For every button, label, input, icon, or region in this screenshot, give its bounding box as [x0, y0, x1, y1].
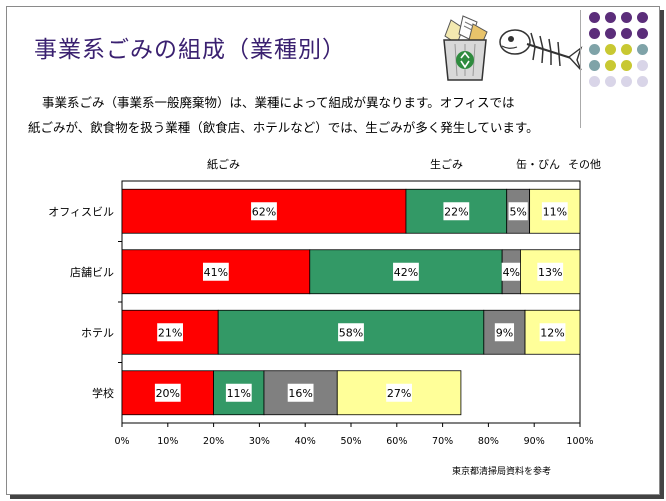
- decoration-dot: [637, 60, 648, 71]
- data-label: 21%: [158, 326, 182, 339]
- decoration-dot: [637, 12, 648, 23]
- decoration-dot: [605, 12, 616, 23]
- source-note: 東京都清掃局資料を参考: [452, 467, 552, 477]
- decoration-dot: [589, 60, 600, 71]
- data-label-box: [154, 383, 181, 402]
- bar-segment: [121, 188, 407, 234]
- x-tick-label: 20%: [203, 436, 224, 447]
- legend-entry: 缶・びん: [516, 158, 560, 171]
- data-label: 4%: [503, 266, 520, 279]
- legend-entry: その他: [568, 158, 601, 171]
- data-label: 12%: [540, 326, 564, 339]
- data-label-box: [443, 202, 470, 221]
- x-tick-label: 10%: [157, 436, 178, 447]
- x-tick-label: 50%: [340, 436, 361, 447]
- fish-bone-icon: [499, 29, 583, 71]
- data-label-box: [541, 202, 568, 221]
- divider-line: [580, 10, 581, 128]
- data-label-box: [386, 383, 412, 402]
- data-label: 11%: [543, 205, 567, 218]
- decoration-dot: [637, 28, 648, 39]
- data-label-box: [494, 323, 515, 342]
- data-label-box: [225, 383, 252, 402]
- page-title: 事業系ごみの組成（業種別）: [34, 37, 346, 63]
- data-label: 27%: [387, 387, 411, 400]
- recycle-bin-icon: [443, 15, 488, 81]
- data-label: 20%: [156, 387, 180, 400]
- decoration-dot: [621, 28, 632, 39]
- data-label: 22%: [444, 205, 468, 218]
- x-tick-label: 0%: [114, 436, 129, 447]
- data-label-box: [338, 323, 364, 342]
- data-label: 42%: [394, 266, 418, 279]
- x-tick-label: 40%: [295, 436, 316, 447]
- decoration-dot: [589, 28, 600, 39]
- x-tick-label: 100%: [566, 436, 593, 447]
- decoration-dot: [605, 28, 616, 39]
- data-label-box: [539, 323, 566, 342]
- description-line-1: 事業系ごみ（事業系一般廃棄物）は、業種によって組成が異なります。オフィスでは: [42, 95, 515, 110]
- data-label-box: [251, 202, 277, 221]
- decoration-dot: [605, 60, 616, 71]
- decoration-dot: [589, 12, 600, 23]
- decoration-dot: [621, 44, 632, 55]
- decoration-dot: [621, 60, 632, 71]
- decoration-dot: [605, 76, 616, 87]
- decoration-dot: [621, 76, 632, 87]
- description-line-2: 紙ごみが、飲食物を扱う業種（飲食店、ホテルなど）では、生ごみが多く発生しています…: [28, 120, 539, 135]
- data-label: 62%: [252, 205, 276, 218]
- decoration-dot: [637, 44, 648, 55]
- category-label: ホテル: [81, 326, 114, 339]
- decoration-dot: [637, 76, 648, 87]
- data-label: 9%: [496, 326, 513, 339]
- legend-entry: 紙ごみ: [207, 158, 240, 171]
- category-label: 店舗ビル: [70, 265, 114, 279]
- decoration-dot: [605, 44, 616, 55]
- decoration-dot: [589, 76, 600, 87]
- category-label: 学校: [92, 386, 114, 400]
- data-label-box: [202, 262, 229, 281]
- data-label-box: [287, 383, 314, 402]
- data-label-box: [508, 202, 528, 221]
- data-label: 41%: [204, 266, 228, 279]
- data-label: 5%: [509, 205, 526, 218]
- data-label: 13%: [538, 266, 562, 279]
- data-label-box: [157, 323, 183, 342]
- x-tick-label: 30%: [249, 436, 270, 447]
- description: 事業系ごみ（事業系一般廃棄物）は、業種によって組成が異なります。オフィスでは 紙…: [28, 90, 588, 140]
- x-tick-label: 60%: [386, 436, 407, 447]
- data-label-box: [501, 262, 521, 281]
- data-label: 16%: [288, 387, 312, 400]
- x-tick-label: 70%: [432, 436, 453, 447]
- x-tick-label: 80%: [478, 436, 499, 447]
- decoration-dot: [589, 44, 600, 55]
- data-label: 58%: [339, 326, 363, 339]
- x-tick-label: 90%: [524, 436, 545, 447]
- data-label-box: [393, 262, 419, 281]
- category-label: オフィスビル: [48, 205, 114, 218]
- decoration-dot: [621, 12, 632, 23]
- data-label-box: [537, 262, 564, 281]
- legend-entry: 生ごみ: [430, 158, 463, 171]
- data-label: 11%: [227, 387, 251, 400]
